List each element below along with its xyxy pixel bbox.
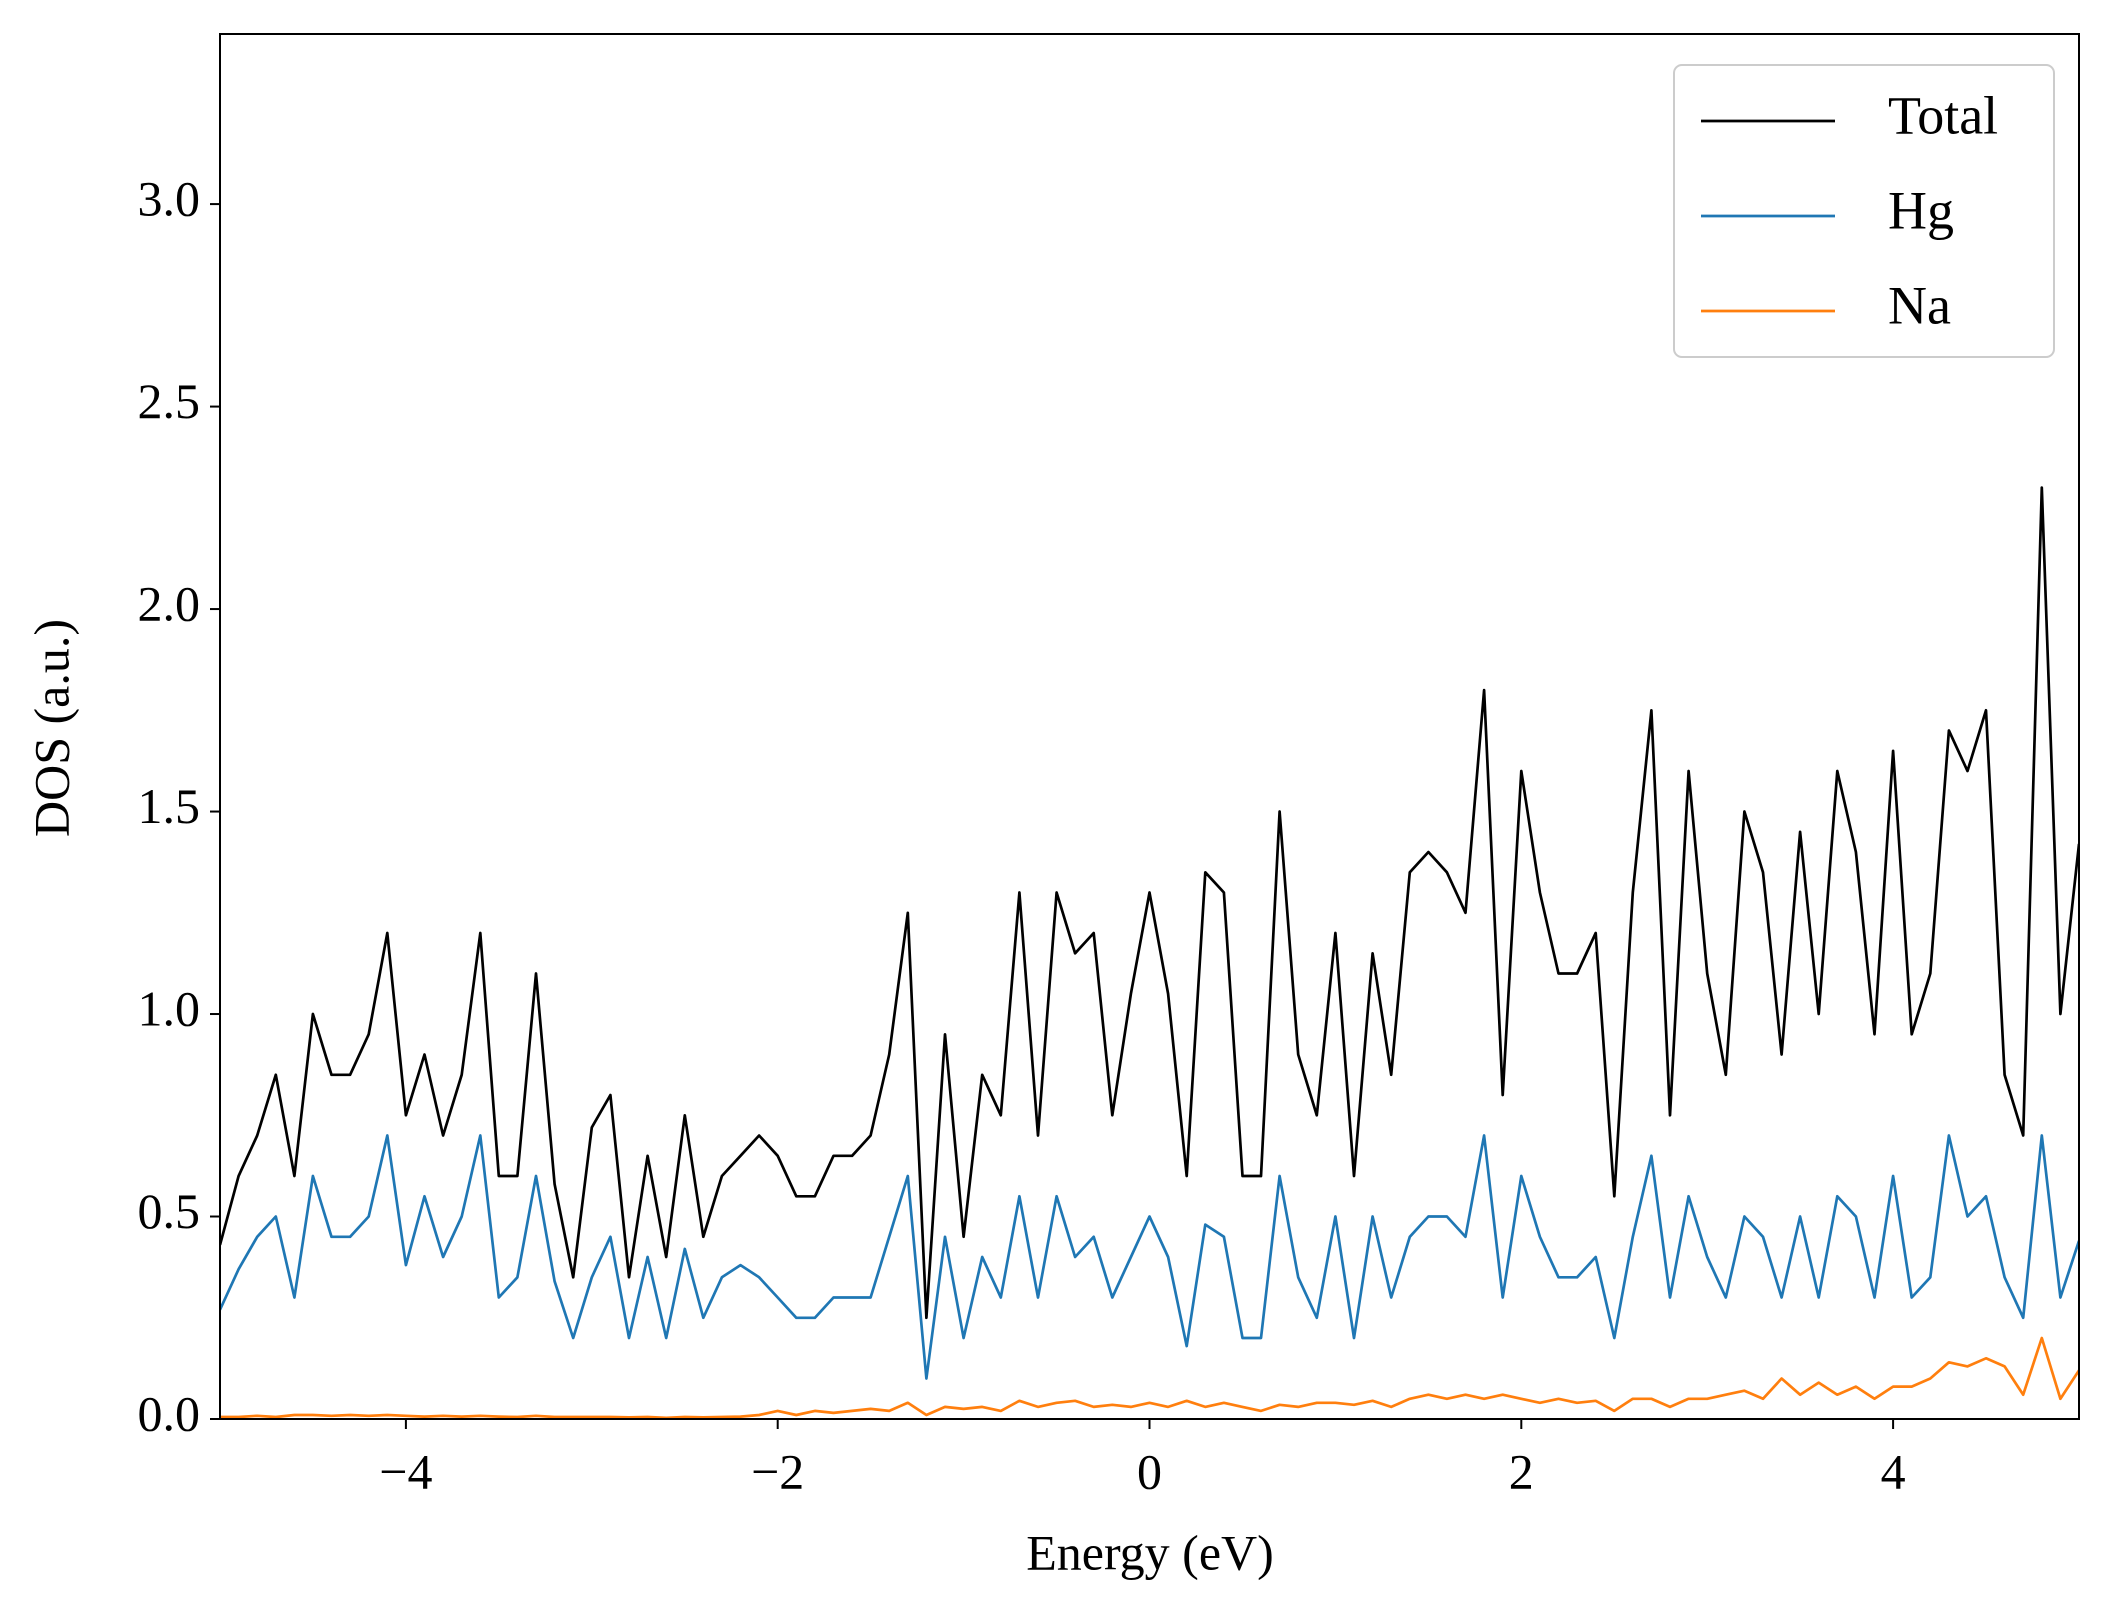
x-tick-label: 4: [1881, 1443, 1906, 1499]
y-tick-label: 1.0: [138, 980, 201, 1036]
y-tick-label: 2.0: [138, 576, 201, 632]
y-tick-label: 2.5: [138, 373, 201, 429]
series-line: [220, 1336, 2079, 1419]
y-tick-label: 0.0: [138, 1385, 201, 1441]
series-line: [220, 1134, 2079, 1380]
y-tick-label: 0.5: [138, 1183, 201, 1239]
y-axis-label: DOS (a.u.): [23, 619, 79, 837]
x-tick-label: 2: [1509, 1443, 1534, 1499]
legend-label: Hg: [1888, 180, 1954, 240]
legend-box: [1673, 64, 2055, 358]
legend-label: Total: [1888, 85, 1998, 145]
y-tick-label: 3.0: [138, 171, 201, 227]
plot-frame: [219, 33, 2080, 1420]
x-axis-label: Energy (eV): [1026, 1524, 1274, 1580]
x-tick-label: 0: [1137, 1443, 1162, 1499]
x-tick-label: −2: [751, 1443, 804, 1499]
x-tick-label: −4: [379, 1443, 432, 1499]
series-line: [220, 486, 2079, 1320]
legend-label: Na: [1888, 275, 1951, 335]
y-tick-label: 1.5: [138, 778, 201, 834]
